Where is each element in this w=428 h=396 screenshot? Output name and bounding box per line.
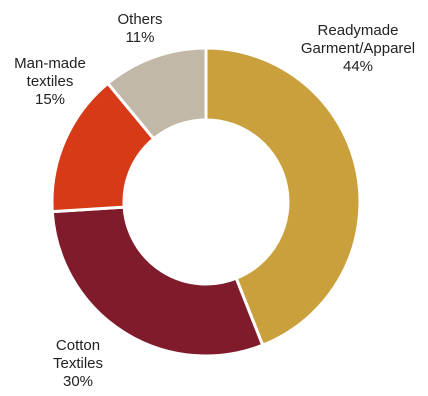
slice-value-label: 11% [126, 29, 155, 46]
slice-value-label: 30% [63, 373, 93, 390]
slice-value-label: 44% [343, 58, 373, 75]
slice-name-line: Textiles [53, 355, 103, 372]
slice-name-line: Readymade [318, 22, 399, 39]
donut-slice-3 [105, 46, 208, 141]
donut-slices [50, 46, 362, 358]
slice-label-3: Others 11% [117, 11, 162, 46]
slice-name-line: Garment/Apparel [301, 40, 415, 57]
donut-slice-1 [50, 205, 265, 358]
slice-name-line: Others [117, 11, 162, 28]
slice-name-line: textiles [27, 73, 74, 90]
slice-label-2: Man-made textiles 15% [14, 55, 86, 108]
slice-label-1: Cotton Textiles 30% [53, 337, 103, 390]
slice-name-line: Man-made [14, 55, 86, 72]
slice-labels: Readymade Garment/Apparel 44% Cotton Textile… [14, 11, 415, 390]
slice-label-0: Readymade Garment/Apparel 44% [301, 22, 415, 75]
slice-name-line: Cotton [56, 337, 100, 354]
slice-value-label: 15% [35, 91, 65, 108]
donut-slice-0 [204, 46, 362, 348]
